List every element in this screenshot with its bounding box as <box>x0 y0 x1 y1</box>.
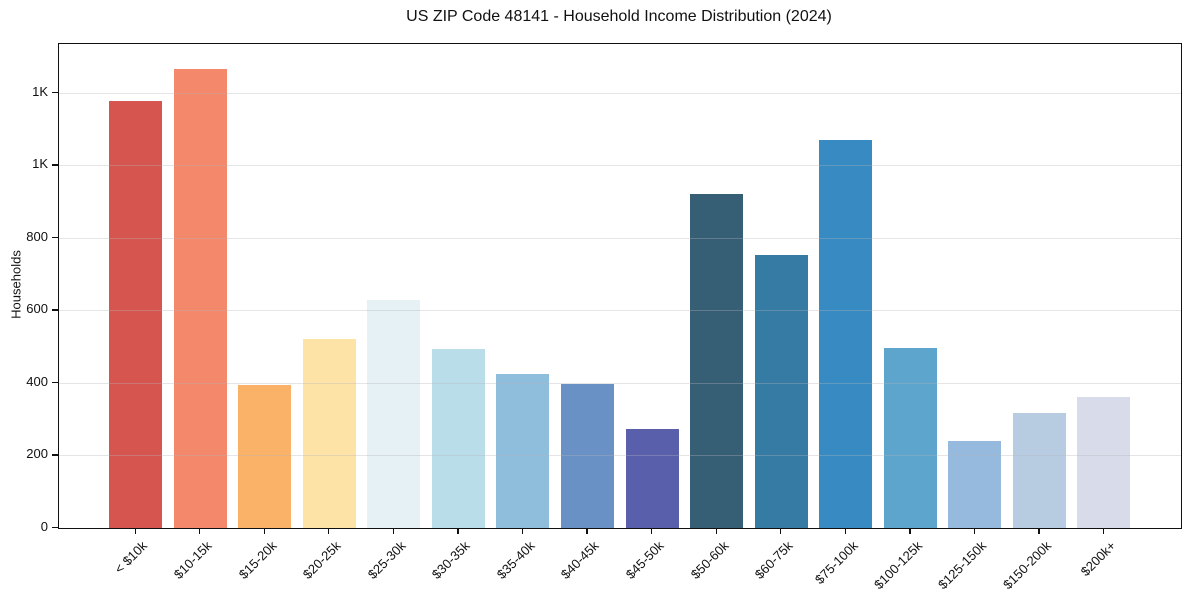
bar <box>367 299 421 528</box>
bar <box>431 348 485 528</box>
x-tick-mark <box>651 528 653 535</box>
bar <box>560 383 614 528</box>
y-tick-label: 600 <box>26 301 48 317</box>
x-tick-label: $150-200k <box>999 538 1055 590</box>
y-tick-label: 1K <box>32 83 48 99</box>
y-tick-mark <box>52 91 58 94</box>
x-tick-label: $50-60k <box>687 538 732 582</box>
x-tick-mark <box>844 528 847 535</box>
bar <box>948 441 1002 528</box>
bar <box>625 429 679 528</box>
bar <box>754 255 808 528</box>
x-tick-mark <box>134 528 136 535</box>
y-tick-label: 800 <box>26 228 48 244</box>
y-tick-mark <box>52 527 58 529</box>
y-tick-mark <box>52 454 58 456</box>
gridline <box>59 92 1181 94</box>
x-tick-mark <box>1102 528 1105 535</box>
x-tick-label: $75-100k <box>811 538 861 587</box>
y-tick-mark <box>52 236 58 239</box>
bar <box>109 100 162 528</box>
bar <box>1012 413 1066 528</box>
y-tick-mark <box>52 164 58 166</box>
bar <box>883 347 937 528</box>
y-tick-label: 400 <box>26 373 48 389</box>
gridline <box>59 237 1181 239</box>
bar <box>238 384 292 528</box>
x-tick-mark <box>457 528 459 535</box>
x-tick-label: $35-40k <box>493 538 538 582</box>
y-tick-label: 0 <box>40 519 48 534</box>
x-tick-mark <box>263 528 265 535</box>
x-tick-label: $60-75k <box>751 538 796 582</box>
bar <box>496 373 550 528</box>
gridline <box>59 165 1181 167</box>
plot-area <box>58 43 1182 529</box>
bar <box>819 140 873 528</box>
gridline <box>59 382 1181 384</box>
x-tick-mark <box>521 528 524 535</box>
x-tick-label: $200k+ <box>1077 538 1119 580</box>
x-tick-mark <box>715 528 717 535</box>
x-tick-mark <box>199 528 201 535</box>
x-tick-mark <box>392 528 395 535</box>
x-tick-mark <box>1038 528 1040 535</box>
x-tick-label: < $10k <box>111 538 151 577</box>
x-tick-label: $100-125k <box>870 538 925 590</box>
y-tick-mark <box>52 309 58 311</box>
bar <box>302 339 356 528</box>
x-tick-mark <box>780 528 782 535</box>
y-tick-mark <box>52 381 58 384</box>
x-tick-label: $125-150k <box>935 538 990 590</box>
x-tick-label: $15-20k <box>235 538 280 582</box>
bar <box>1077 396 1131 528</box>
bar <box>173 69 227 528</box>
x-tick-mark <box>909 528 911 535</box>
x-tick-label: $25-30k <box>364 538 409 582</box>
x-tick-label: $40-45k <box>558 538 603 582</box>
gridline <box>59 310 1181 312</box>
x-tick-mark <box>328 528 330 535</box>
x-tick-label: $20-25k <box>299 538 344 582</box>
y-tick-label: 200 <box>26 446 48 462</box>
x-tick-label: $45-50k <box>622 538 667 582</box>
x-tick-label: $30-35k <box>429 538 473 582</box>
bar <box>690 194 744 528</box>
x-tick-mark <box>586 528 588 535</box>
chart-title: US ZIP Code 48141 - Household Income Dis… <box>406 8 832 25</box>
y-tick-label: 1K <box>32 156 48 172</box>
x-tick-label: $10-15k <box>170 538 215 582</box>
x-tick-mark <box>973 528 976 535</box>
